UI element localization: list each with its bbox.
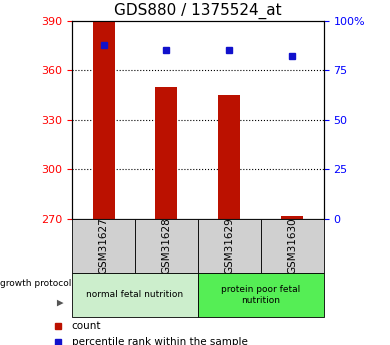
FancyBboxPatch shape	[72, 273, 198, 317]
FancyBboxPatch shape	[198, 273, 324, 317]
Text: GSM31630: GSM31630	[287, 217, 297, 274]
Text: protein poor fetal
nutrition: protein poor fetal nutrition	[221, 285, 300, 305]
Text: normal fetal nutrition: normal fetal nutrition	[87, 290, 184, 299]
Text: GSM31629: GSM31629	[224, 217, 234, 274]
FancyBboxPatch shape	[135, 219, 198, 273]
Bar	[218, 95, 240, 219]
FancyBboxPatch shape	[72, 219, 135, 273]
Text: growth protocol: growth protocol	[0, 279, 72, 288]
Title: GDS880 / 1375524_at: GDS880 / 1375524_at	[114, 3, 282, 19]
FancyBboxPatch shape	[261, 219, 324, 273]
Bar	[281, 216, 303, 219]
Text: percentile rank within the sample: percentile rank within the sample	[72, 337, 248, 345]
Bar	[156, 87, 177, 219]
Text: count: count	[72, 321, 101, 331]
FancyBboxPatch shape	[198, 219, 261, 273]
Bar	[92, 21, 115, 219]
Text: GSM31628: GSM31628	[161, 217, 172, 274]
Text: GSM31627: GSM31627	[99, 217, 108, 274]
